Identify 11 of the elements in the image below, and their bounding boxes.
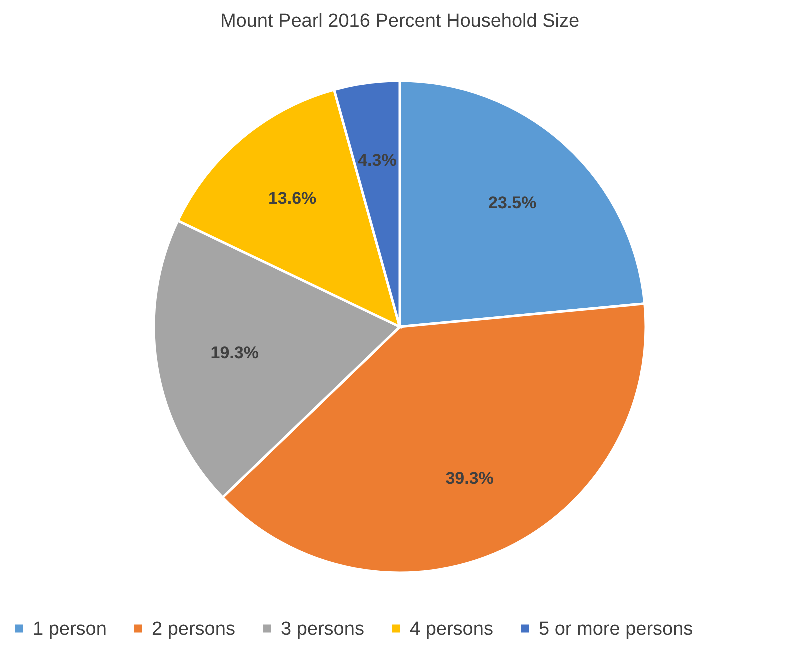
data-label: 39.3%: [446, 469, 494, 488]
data-label: 19.3%: [210, 344, 259, 363]
data-label: 4.3%: [358, 151, 397, 170]
data-label: 13.6%: [268, 188, 317, 208]
legend-label: 5 or more persons: [539, 618, 694, 640]
legend-label: 1 person: [33, 618, 107, 640]
legend-label: 3 persons: [281, 618, 364, 640]
data-label: 23.5%: [488, 193, 537, 212]
chart-title: Mount Pearl 2016 Percent Household Size: [220, 11, 580, 32]
legend-label: 2 persons: [152, 618, 236, 640]
legend-label: 4 persons: [410, 618, 494, 640]
